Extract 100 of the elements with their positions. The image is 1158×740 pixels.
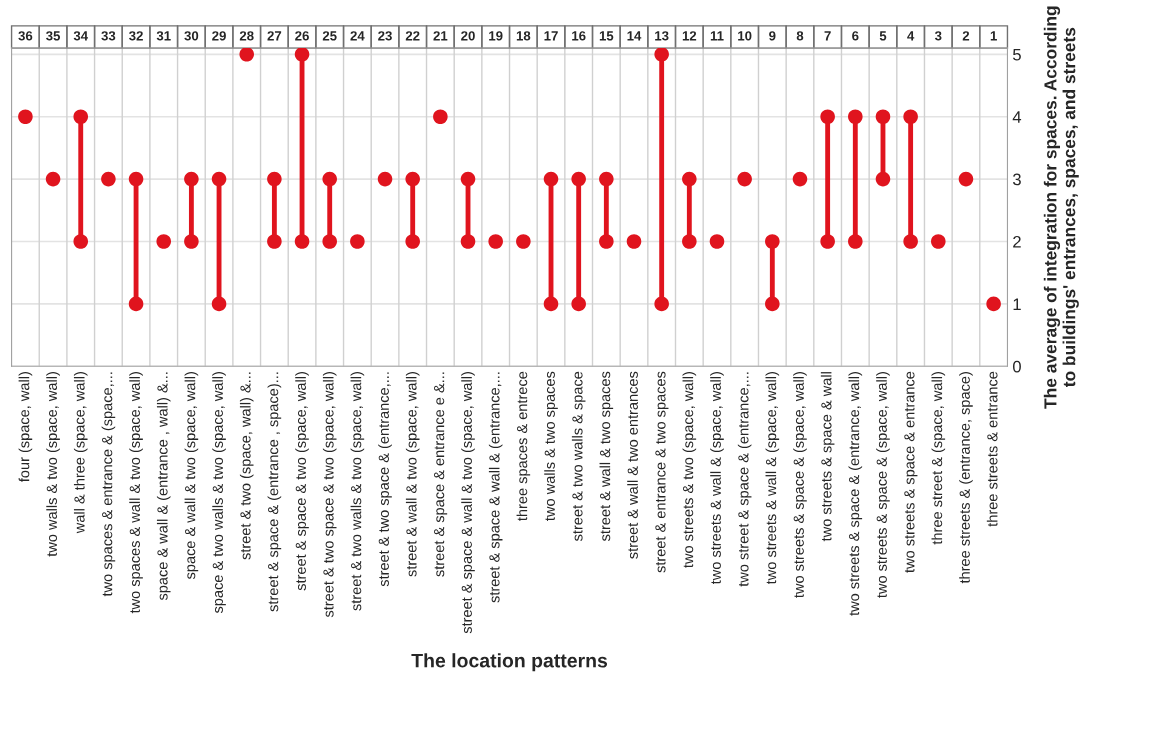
point xyxy=(543,171,559,187)
text: 3 xyxy=(934,31,942,41)
y-tick-label: 1 xyxy=(1013,298,1021,310)
point xyxy=(460,234,476,249)
point xyxy=(626,234,642,249)
text: 6 xyxy=(852,31,859,41)
point xyxy=(571,296,586,312)
text: 35 xyxy=(46,31,61,41)
point xyxy=(405,171,420,187)
point xyxy=(820,109,835,125)
point xyxy=(931,234,946,249)
x-tick-label: two streets & space & (space, wall) xyxy=(876,372,890,598)
x-tick-label: street & space & wall & (entrance,... xyxy=(488,372,503,603)
text: 16 xyxy=(572,31,586,41)
point xyxy=(433,109,448,125)
x-tick-label: street & two walls & two (space, wall) xyxy=(350,372,365,611)
point xyxy=(488,234,503,249)
x-tick-label: two spaces & wall & two (space, wall) xyxy=(129,372,143,614)
x-tick-label: street & wall & two entrances xyxy=(627,371,638,559)
x-tick-label: two walls & two spaces xyxy=(544,371,558,521)
point xyxy=(184,171,199,187)
point xyxy=(737,171,752,187)
point xyxy=(128,296,144,312)
point xyxy=(294,234,310,249)
x-tick-label: three spaces & entrece xyxy=(516,371,531,521)
y-axis-title: The average of integration for spaces. According to buildings' entrances, spaces, and streets xyxy=(1043,6,1079,409)
text: 15 xyxy=(599,31,614,41)
point xyxy=(377,171,393,187)
point xyxy=(682,171,697,187)
x-tick-label: space & two walls & two (space, wall) xyxy=(212,372,226,614)
point xyxy=(958,171,974,187)
point xyxy=(875,171,891,187)
x-tick-label: street & space & entrance e &... xyxy=(434,372,448,577)
text: 19 xyxy=(489,31,503,41)
text: 7 xyxy=(824,31,831,41)
text: 13 xyxy=(655,31,669,41)
text: 2 xyxy=(962,31,970,41)
x-tick-label: street & two space & (entrance,... xyxy=(378,372,392,587)
point xyxy=(571,171,586,187)
point xyxy=(18,109,33,125)
x-tick-label: street & space & wall & two (space, wall) xyxy=(461,372,475,634)
text: 28 xyxy=(239,31,254,41)
y-tick-label: 3 xyxy=(1012,173,1021,186)
text: 17 xyxy=(544,31,558,41)
point xyxy=(516,234,531,249)
text: 29 xyxy=(212,31,226,41)
point xyxy=(211,171,227,187)
x-tick-label: street & two (space, wall) &... xyxy=(239,372,254,560)
x-tick-label: street & wall & two (space, wall) xyxy=(405,372,420,577)
x-tick-label: three streets & (entrance, space) xyxy=(959,372,973,584)
text: 20 xyxy=(461,31,475,41)
point xyxy=(765,234,780,249)
x-tick-label: space & wall & (entrance , wall) &... xyxy=(156,372,171,601)
text: 9 xyxy=(769,31,776,41)
text: 14 xyxy=(627,31,642,41)
text: 31 xyxy=(156,31,171,41)
point xyxy=(848,234,863,249)
text: 23 xyxy=(378,31,392,41)
x-tick-label: space & wall & two (space, wall) xyxy=(184,372,199,580)
point xyxy=(599,171,614,187)
x-tick-label: two walls & two (space, wall) xyxy=(46,372,60,557)
text: 12 xyxy=(682,31,697,41)
x-tick-label: two streets & wall & (space, wall) xyxy=(765,372,780,585)
point xyxy=(128,171,144,187)
x-tick-label: four (space, wall) xyxy=(18,372,33,482)
y-tick-label: 5 xyxy=(1012,48,1021,61)
x-tick-label: street & wall & two spaces xyxy=(599,371,614,541)
point xyxy=(322,234,337,249)
point xyxy=(792,171,808,187)
text: 8 xyxy=(796,31,804,41)
text: 1 xyxy=(990,31,997,41)
text: 32 xyxy=(129,31,143,41)
point xyxy=(267,234,282,249)
point xyxy=(903,234,918,249)
text: 21 xyxy=(433,31,448,41)
text: 26 xyxy=(295,31,309,41)
x-tick-label: street & two walls & space xyxy=(571,371,586,541)
point xyxy=(709,234,725,249)
x-tick-label: three streets & entrance xyxy=(986,371,998,527)
point xyxy=(543,296,559,312)
point xyxy=(322,171,337,187)
point xyxy=(267,171,282,187)
point xyxy=(45,171,61,187)
point xyxy=(101,171,116,187)
point xyxy=(156,234,172,249)
x-tick-label: two streets & wall & (space, wall) xyxy=(710,372,724,585)
text: 33 xyxy=(101,31,116,41)
point xyxy=(184,234,199,249)
y-tick-label: 0 xyxy=(1012,360,1021,373)
y-tick-label: 2 xyxy=(1013,235,1021,248)
x-tick-label: two streets & space & (space, wall) xyxy=(793,372,807,598)
point xyxy=(294,48,310,62)
text: 5 xyxy=(879,31,887,41)
x-tick-label: street & space & two (space, wall) xyxy=(295,372,309,591)
text: 18 xyxy=(516,31,531,41)
text: 24 xyxy=(350,31,365,41)
text: 4 xyxy=(907,31,915,41)
text: 36 xyxy=(18,31,33,41)
x-tick-label: two streets & space & entrance xyxy=(904,371,918,573)
point xyxy=(765,296,780,312)
